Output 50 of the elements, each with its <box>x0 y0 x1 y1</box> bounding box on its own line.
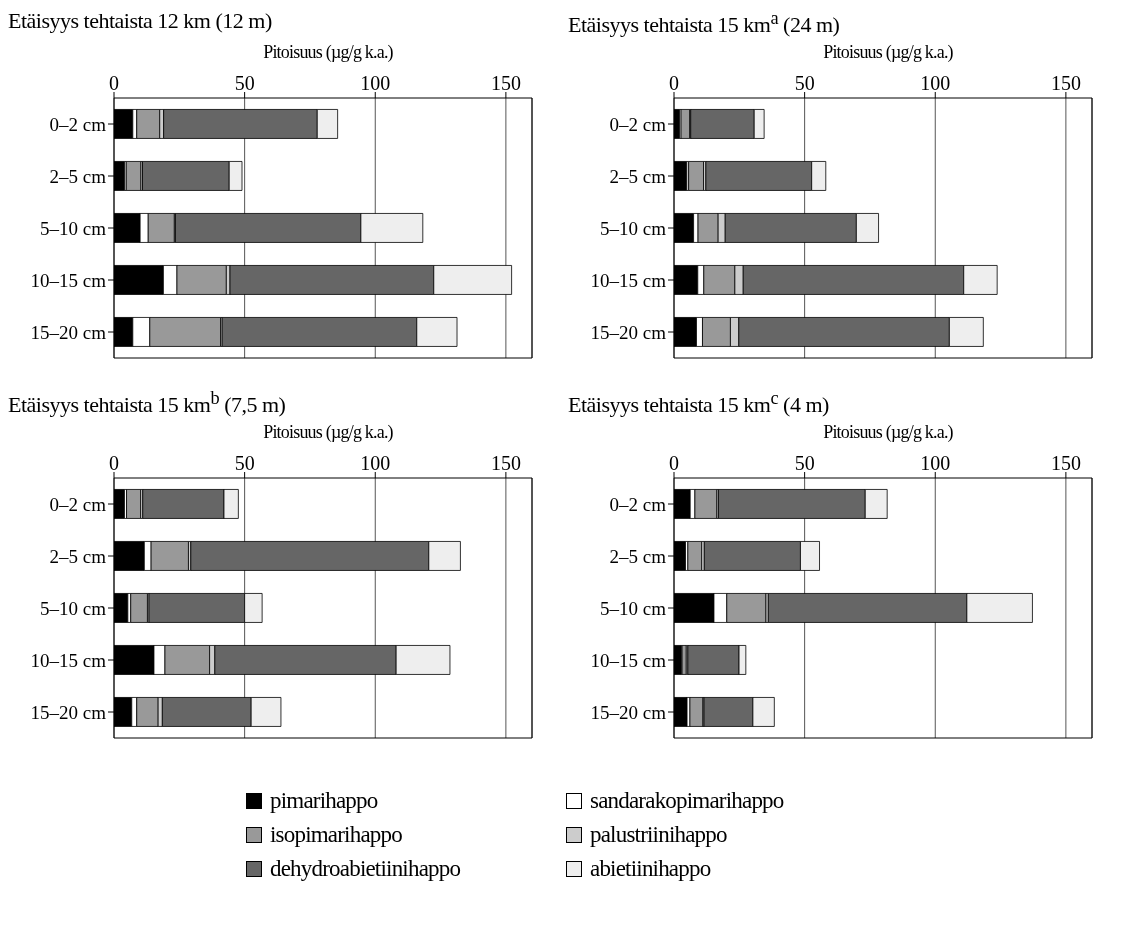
x-axis-title: Pitoisuus (µg/g k.a.) <box>822 42 954 64</box>
chart-title: Etäisyys tehtaista 15 km$^{c}$ (4 m) <box>568 388 830 420</box>
legend-label: palustriinihappo <box>590 822 727 848</box>
x-tick-label: 150 <box>490 452 521 474</box>
y-tick-label: 2–5 cm <box>49 165 107 187</box>
chart-title: Etäisyys tehtaista 12 km (12 m) <box>8 8 273 35</box>
x-tick-label: 0 <box>669 452 679 474</box>
y-tick-label: 2–5 cm <box>609 165 667 187</box>
x-tick-label: 100 <box>360 452 391 474</box>
x-tick-label: 150 <box>1050 452 1081 474</box>
y-tick-label: 5–10 cm <box>40 217 107 239</box>
y-tick-label: 10–15 cm <box>30 649 107 671</box>
y-tick-label: 15–20 cm <box>30 701 107 723</box>
y-tick-label: 5–10 cm <box>600 217 667 239</box>
y-tick-label: 10–15 cm <box>590 649 667 671</box>
x-axis-title: Pitoisuus (µg/g k.a.) <box>262 422 394 444</box>
x-tick-label: 50 <box>234 72 255 94</box>
y-tick-label: 0–2 cm <box>49 113 107 135</box>
x-tick-label: 100 <box>360 72 391 94</box>
x-axis-title: Pitoisuus (µg/g k.a.) <box>822 422 954 444</box>
legend-label: abietiinihappo <box>590 856 711 882</box>
x-tick-label: 50 <box>234 452 255 474</box>
y-tick-label: 15–20 cm <box>590 321 667 343</box>
x-tick-label: 0 <box>109 72 119 94</box>
y-tick-label: 5–10 cm <box>40 597 107 619</box>
legend-label: isopimarihappo <box>270 822 402 848</box>
y-tick-label: 2–5 cm <box>609 545 667 567</box>
x-axis-title: Pitoisuus (µg/g k.a.) <box>262 42 394 64</box>
legend-label: pimarihappo <box>270 788 378 814</box>
x-tick-label: 50 <box>794 452 815 474</box>
x-tick-label: 150 <box>1050 72 1081 94</box>
x-tick-label: 100 <box>920 452 951 474</box>
y-tick-label: 10–15 cm <box>590 269 667 291</box>
y-tick-label: 15–20 cm <box>590 701 667 723</box>
y-tick-label: 15–20 cm <box>30 321 107 343</box>
y-tick-label: 0–2 cm <box>49 493 107 515</box>
chart-title: Etäisyys tehtaista 15 km$^{a}$ (24 m) <box>568 8 841 40</box>
chart-title: Etäisyys tehtaista 15 km$^{b}$ (7,5 m) <box>8 388 287 420</box>
y-tick-label: 0–2 cm <box>609 493 667 515</box>
y-tick-label: 10–15 cm <box>30 269 107 291</box>
x-tick-label: 0 <box>669 72 679 94</box>
x-tick-label: 0 <box>109 452 119 474</box>
x-tick-label: 100 <box>920 72 951 94</box>
legend-label: sandarakopimarihappo <box>590 788 784 814</box>
x-tick-label: 50 <box>794 72 815 94</box>
y-tick-label: 5–10 cm <box>600 597 667 619</box>
x-tick-label: 150 <box>490 72 521 94</box>
legend-label: dehydroabietiinihappo <box>270 856 461 882</box>
y-tick-label: 2–5 cm <box>49 545 107 567</box>
y-tick-label: 0–2 cm <box>609 113 667 135</box>
